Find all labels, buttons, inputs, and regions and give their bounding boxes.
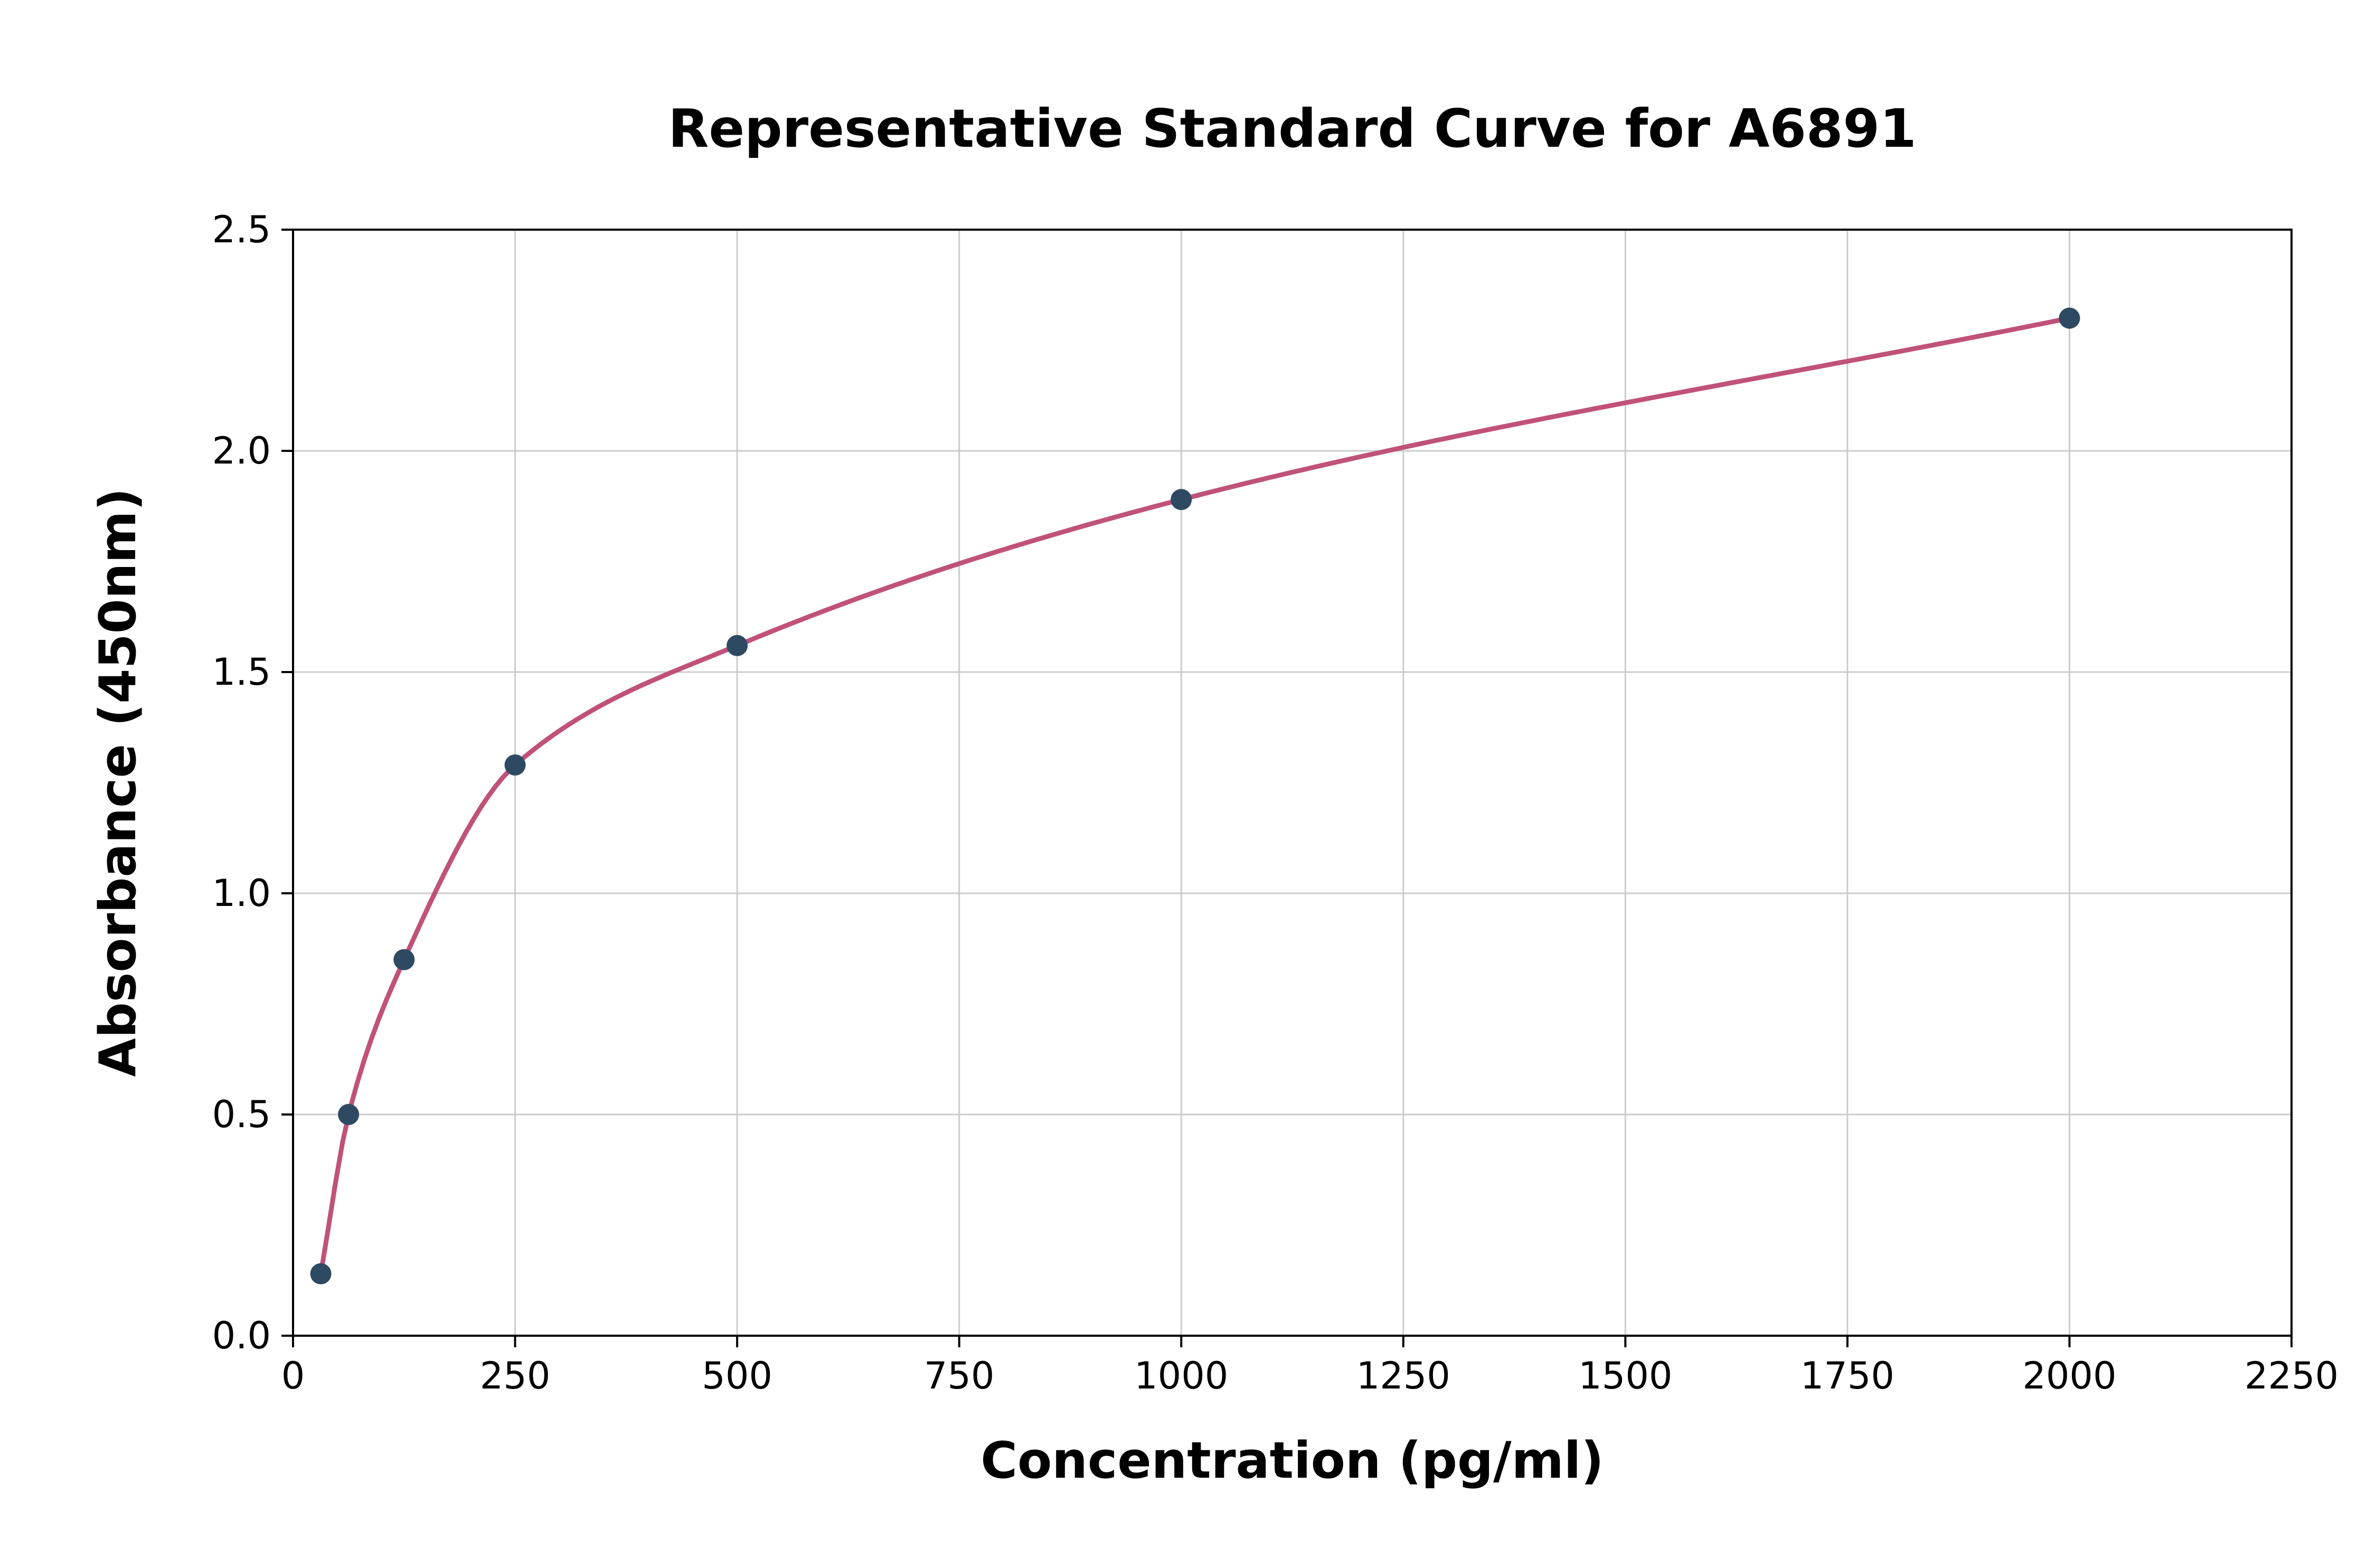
data-point — [727, 635, 748, 656]
x-tick-label: 750 — [924, 1354, 995, 1397]
x-axis-label: Concentration (pg/ml) — [980, 1432, 1604, 1490]
data-point — [2059, 307, 2080, 329]
data-point — [310, 1263, 332, 1284]
x-tick-label: 1500 — [1578, 1354, 1672, 1397]
y-tick-label: 2.0 — [212, 429, 271, 473]
x-tick-label: 1250 — [1356, 1354, 1450, 1397]
x-tick-label: 0 — [281, 1354, 305, 1397]
y-tick-label: 1.0 — [212, 872, 271, 915]
y-tick-label: 2.5 — [212, 208, 271, 251]
x-tick-label: 1750 — [1800, 1354, 1894, 1397]
chart-title: Representative Standard Curve for A6891 — [668, 98, 1917, 159]
y-tick-label: 1.5 — [212, 650, 271, 694]
y-tick-label: 0.0 — [212, 1314, 271, 1357]
data-point — [338, 1104, 360, 1125]
x-tick-label: 500 — [702, 1354, 772, 1397]
x-tick-label: 250 — [480, 1354, 551, 1397]
data-point — [1171, 489, 1192, 511]
x-tick-label: 2250 — [2245, 1354, 2339, 1397]
plot-border — [292, 229, 2293, 1337]
data-point — [504, 754, 526, 776]
x-tick-label: 1000 — [1134, 1354, 1228, 1397]
y-tick-label: 0.5 — [212, 1093, 271, 1136]
data-point — [393, 949, 415, 970]
fit-curve — [318, 316, 2072, 1277]
y-axis-label: Absorbance (450nm) — [89, 488, 147, 1077]
x-tick-label: 2000 — [2022, 1354, 2116, 1397]
